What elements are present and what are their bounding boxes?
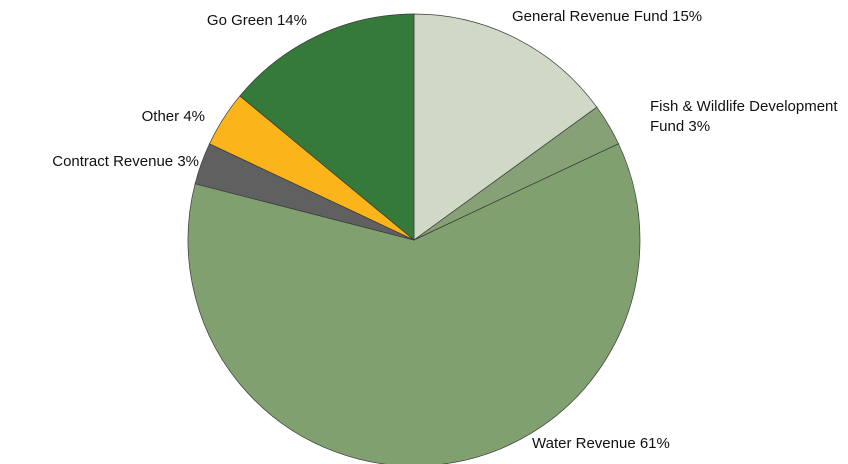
pie-slice <box>239 13 415 241</box>
pie-slice <box>413 13 598 241</box>
slice-name: Fish & Wildlife Development Fund <box>650 98 838 135</box>
slice-value: 3% <box>688 118 711 135</box>
slice-name: Other <box>141 108 180 125</box>
slice-name: Contract Revenue <box>52 153 174 170</box>
slice-label: General Revenue Fund 15% <box>512 7 702 27</box>
slice-value: 14% <box>276 12 307 29</box>
slice-label: Water Revenue 61% <box>532 434 670 454</box>
slice-value: 4% <box>183 108 205 125</box>
slice-label: Other 4% <box>142 107 205 127</box>
slice-name: Go Green <box>206 12 273 29</box>
slice-name: Water Revenue <box>532 435 636 452</box>
slice-label: Contract Revenue 3% <box>52 152 199 172</box>
slice-value: 15% <box>672 8 703 25</box>
slice-name: General Revenue Fund <box>512 8 668 25</box>
slice-value: 3% <box>177 153 199 170</box>
slice-label: Fish & Wildlife Development Fund 3% <box>650 97 848 137</box>
slice-label: Go Green 14% <box>207 11 307 31</box>
slice-value: 61% <box>639 435 670 452</box>
pie-slice <box>187 143 641 464</box>
